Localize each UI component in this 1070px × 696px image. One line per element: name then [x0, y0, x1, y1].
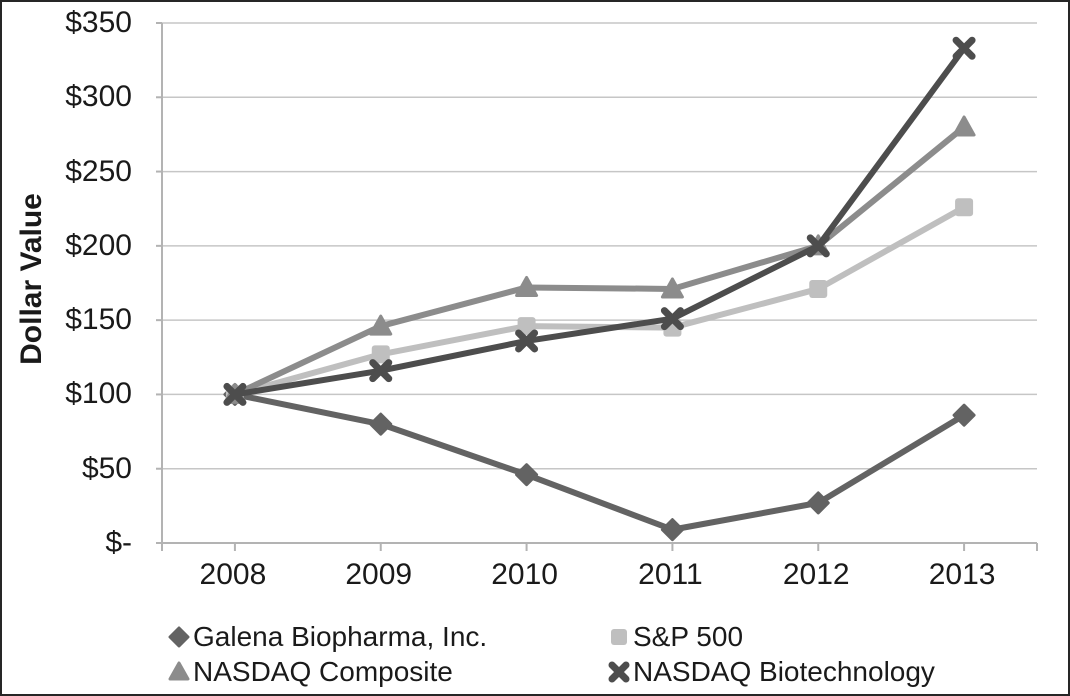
series-marker-s-p-500-2010	[517, 317, 536, 336]
series-marker-nasdaq-biotechnology-2011	[660, 307, 684, 331]
series-line-galena-biopharma-inc	[231, 391, 968, 533]
series-marker-nasdaq-composite-2010	[515, 275, 539, 297]
series-marker-galena-biopharma-inc-2010	[515, 463, 539, 487]
series-marker-nasdaq-biotechnology-2010	[515, 329, 539, 353]
series-marker-nasdaq-biotechnology-2009	[369, 359, 393, 383]
series-marker-s-p-500-2013	[955, 198, 974, 217]
series-marker-galena-biopharma-inc-2011	[660, 518, 684, 542]
series-line-s-p-500	[231, 204, 968, 398]
series-marker-s-p-500-2012	[809, 279, 828, 298]
series-line-nasdaq-biotechnology	[231, 45, 968, 398]
series-marker-nasdaq-biotechnology-2013	[952, 36, 976, 60]
series-marker-galena-biopharma-inc-2012	[806, 491, 830, 515]
series-marker-nasdaq-biotechnology-2012	[806, 234, 830, 258]
series-marker-galena-biopharma-inc-2013	[952, 403, 976, 427]
series-marker-galena-biopharma-inc-2009	[369, 412, 393, 436]
series-marker-nasdaq-composite-2011	[660, 277, 684, 299]
series-marker-nasdaq-composite-2013	[952, 115, 976, 137]
series-marker-s-p-500-2009	[371, 345, 390, 364]
series-marker-nasdaq-biotechnology-2008	[223, 382, 247, 406]
series-marker-nasdaq-composite-2009	[369, 314, 393, 336]
series-line-nasdaq-composite	[231, 124, 968, 398]
